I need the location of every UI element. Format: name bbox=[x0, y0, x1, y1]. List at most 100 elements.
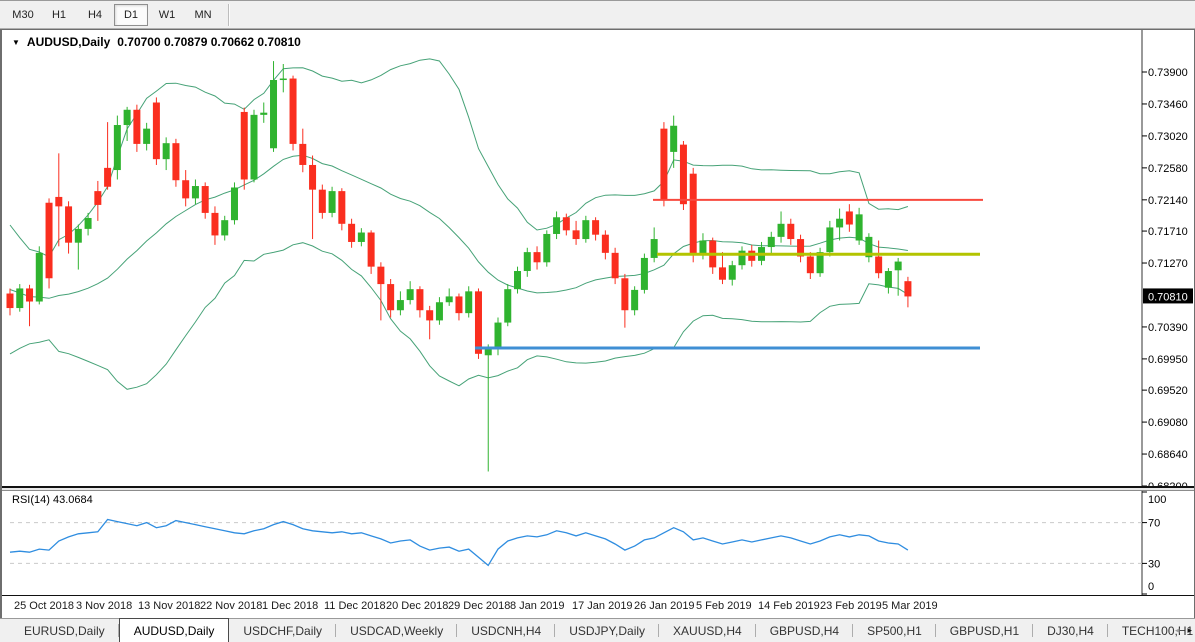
price-chart-canvas[interactable]: 0.73900 0.73460 0.73020 0.72580 0.72140 0.717… bbox=[2, 30, 1194, 493]
candle-body bbox=[35, 252, 43, 302]
candle-body bbox=[650, 239, 658, 258]
candle-body bbox=[484, 349, 492, 356]
date-tick-label: 3 Nov 2018 bbox=[76, 600, 133, 612]
tab-scroll-right-icon[interactable]: ▸ bbox=[1187, 625, 1192, 635]
chart-tab-tech100-h1[interactable]: TECH100,H1 bbox=[1108, 619, 1195, 642]
timeframe-button-d1[interactable]: D1 bbox=[114, 3, 148, 26]
candle-body bbox=[621, 278, 629, 311]
price-tick-label: 0.68200 bbox=[1148, 481, 1188, 486]
chart-title: ▼ AUDUSD,Daily 0.70700 0.70879 0.70662 0… bbox=[12, 35, 301, 49]
candle-body bbox=[728, 265, 736, 280]
date-tick-label: 1 Dec 2018 bbox=[262, 600, 319, 612]
candle-body bbox=[474, 291, 482, 354]
candle-body bbox=[113, 125, 121, 171]
timeframe-button-m30[interactable]: M30 bbox=[12, 8, 34, 21]
candle-body bbox=[435, 302, 443, 321]
rsi-indicator-pane[interactable]: RSI(14) 43.0684 100 70 30 0 bbox=[2, 491, 1194, 595]
chart-tab-sp500-h1[interactable]: SP500,H1 bbox=[853, 619, 936, 642]
timeframe-button-h1[interactable]: H1 bbox=[51, 8, 67, 21]
chart-tab-usdcnh-h4[interactable]: USDCNH,H4 bbox=[457, 619, 556, 642]
chart-tab-usdjpy-daily[interactable]: USDJPY,Daily bbox=[555, 619, 659, 642]
price-tick-label: 0.70390 bbox=[1148, 322, 1188, 334]
bollinger-upper-band bbox=[9, 58, 909, 258]
chart-tab-xauusd-h4[interactable]: XAUUSD,H4 bbox=[659, 619, 756, 642]
candle-body bbox=[718, 267, 726, 280]
candle-body bbox=[357, 232, 365, 242]
symbol-dropdown-icon[interactable]: ▼ bbox=[12, 37, 20, 47]
pane-splitter[interactable] bbox=[2, 488, 1194, 491]
chart-window: ▼ AUDUSD,Daily 0.70700 0.70879 0.70662 0… bbox=[0, 29, 1195, 618]
candle-body bbox=[553, 217, 561, 234]
price-tick-label: 0.71710 bbox=[1148, 226, 1188, 238]
candle-body bbox=[806, 256, 814, 274]
main-chart-pane[interactable]: ▼ AUDUSD,Daily 0.70700 0.70879 0.70662 0… bbox=[2, 30, 1194, 493]
price-tick-label: 0.72140 bbox=[1148, 195, 1188, 207]
candle-body bbox=[601, 234, 609, 253]
tab-scroll-left-icon[interactable]: ◂ bbox=[1174, 625, 1180, 635]
candle-body bbox=[152, 102, 160, 160]
current-price-badge-label: 0.70810 bbox=[1148, 291, 1188, 303]
rsi-tick-label: 30 bbox=[1148, 558, 1160, 570]
candle-body bbox=[74, 228, 82, 243]
date-tick-label: 13 Nov 2018 bbox=[138, 600, 201, 612]
candle-body bbox=[738, 250, 746, 266]
rsi-tick-label: 100 bbox=[1148, 494, 1166, 506]
date-tick-label: 22 Nov 2018 bbox=[200, 600, 263, 612]
chart-tab-eurusd-daily[interactable]: EURUSD,Daily bbox=[10, 619, 119, 642]
date-tick-label: 11 Dec 2018 bbox=[324, 600, 386, 612]
candle-body bbox=[201, 186, 209, 213]
candle-body bbox=[875, 256, 883, 274]
candle-body bbox=[221, 220, 229, 236]
date-tick-label: 8 Jan 2019 bbox=[510, 600, 565, 612]
chart-tab-gbpusd-h1[interactable]: GBPUSD,H1 bbox=[936, 619, 1034, 642]
candle-body bbox=[777, 223, 785, 237]
candle-body bbox=[679, 144, 687, 205]
candle-body bbox=[45, 202, 53, 279]
candle-body bbox=[836, 218, 844, 228]
rsi-line bbox=[9, 518, 909, 567]
candle-body bbox=[611, 252, 619, 279]
candle-body bbox=[797, 239, 805, 257]
candle-body bbox=[16, 288, 24, 309]
chart-tab-usdcad-weekly[interactable]: USDCAD,Weekly bbox=[336, 619, 458, 642]
candle-body bbox=[240, 111, 248, 180]
candle-body bbox=[396, 300, 404, 311]
rsi-tick-label: 70 bbox=[1148, 518, 1160, 530]
candle-body bbox=[289, 78, 297, 144]
chart-tab-audusd-daily[interactable]: AUDUSD,Daily bbox=[118, 618, 230, 642]
timeframe-buttons: M30 H1 H4 D1 W1 MN bbox=[6, 3, 222, 26]
chart-tab-gbpusd-h4[interactable]: GBPUSD,H4 bbox=[756, 619, 854, 642]
date-tick-label: 29 Dec 2018 bbox=[448, 600, 511, 612]
rsi-label: RSI(14) 43.0684 bbox=[12, 494, 93, 506]
candle-body bbox=[543, 233, 551, 263]
candle-body bbox=[104, 167, 112, 187]
date-tick-label: 17 Jan 2019 bbox=[572, 600, 633, 612]
candle-body bbox=[94, 191, 102, 205]
candle-body bbox=[299, 143, 307, 165]
candle-body bbox=[572, 230, 580, 240]
candle-body bbox=[416, 289, 424, 311]
candle-body bbox=[640, 257, 648, 290]
date-tick-label: 5 Feb 2019 bbox=[696, 600, 752, 612]
chart-tab-dj30-h4[interactable]: DJ30,H4 bbox=[1033, 619, 1108, 642]
timeframe-button-mn[interactable]: MN bbox=[194, 8, 212, 21]
timeframe-button-h4[interactable]: H4 bbox=[87, 8, 103, 21]
candle-body bbox=[816, 252, 824, 274]
candle-body bbox=[465, 291, 473, 314]
timeframe-button-w1[interactable]: W1 bbox=[158, 8, 176, 21]
chart-tab-bar: EURUSD,Daily AUDUSD,Daily USDCHF,Daily USDC… bbox=[0, 618, 1195, 642]
candle-body bbox=[84, 217, 92, 229]
date-tick-label: 23 Feb 2019 bbox=[820, 600, 882, 612]
candle-body bbox=[406, 289, 414, 301]
candle-body bbox=[533, 252, 541, 263]
price-tick-label: 0.73460 bbox=[1148, 99, 1188, 111]
candle-body bbox=[26, 288, 34, 302]
candle-body bbox=[387, 284, 395, 311]
candle-body bbox=[592, 220, 600, 235]
price-tick-label: 0.68640 bbox=[1148, 449, 1188, 461]
candle-body bbox=[123, 109, 131, 126]
candle-body bbox=[250, 114, 258, 180]
date-axis[interactable]: 25 Oct 2018 3 Nov 2018 13 Nov 2018 22 Nov 2… bbox=[2, 595, 1194, 616]
chart-tab-usdchf-daily[interactable]: USDCHF,Daily bbox=[229, 619, 336, 642]
